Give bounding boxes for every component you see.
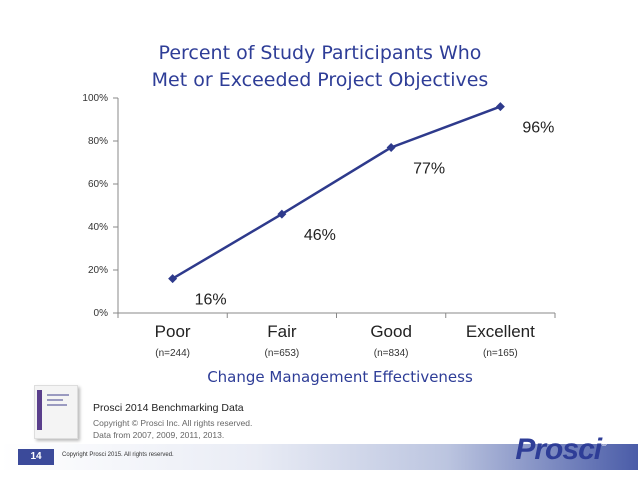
y-tick-label: 60% [88,179,108,190]
data-point [386,142,396,152]
y-tick-label: 0% [94,308,109,319]
series-line [171,105,501,280]
chart-title-line-1: Percent of Study Participants Who [158,42,482,64]
source-note: Prosci 2014 Benchmarking Data Copyright … [93,402,252,441]
x-category-label: Fair (n=653) [222,322,342,359]
data-point [277,209,287,219]
chart-title-line-2: Met or Exceeded Project Objectives [151,69,489,91]
category-name: Excellent [465,322,535,341]
y-tick-label: 80% [88,136,108,147]
category-name: Fair [267,322,297,341]
data-point [168,274,178,284]
footer-copyright: Copyright Prosci 2015. All rights reserv… [62,452,174,458]
data-label: 77% [413,160,445,177]
data-label: 46% [304,227,336,244]
chart-title: Percent of Study Participants Who Met or… [110,40,530,94]
category-sample-size: (n=244) [155,348,190,359]
page-number: 14 [18,449,54,465]
y-tick-label: 20% [88,265,108,276]
data-point [495,102,505,112]
category-sample-size: (n=653) [264,348,300,359]
prosci-logo: Prosci® [515,433,607,466]
data-label: 16% [195,292,227,309]
source-copyright: Copyright © Prosci Inc. All rights reser… [93,418,253,428]
data-label: 96% [522,120,554,137]
y-tick-label: 40% [88,222,108,233]
category-sample-size: (n=834) [373,348,409,359]
source-title: Prosci 2014 Benchmarking Data [93,402,244,414]
x-category-label: Poor (n=244) [113,322,233,359]
x-category-label: Good (n=834) [331,322,451,359]
category-name: Good [370,322,412,341]
footer-bar [0,444,638,470]
report-thumbnail [34,385,78,439]
category-sample-size: (n=165) [483,348,518,359]
source-years: Data from 2007, 2009, 2011, 2013. [93,430,225,440]
x-category-label: Excellent (n=165) [440,322,560,359]
x-axis-title: Change Management Effectiveness [207,368,473,386]
y-tick-label: 100% [82,93,108,104]
category-name: Poor [154,322,191,341]
